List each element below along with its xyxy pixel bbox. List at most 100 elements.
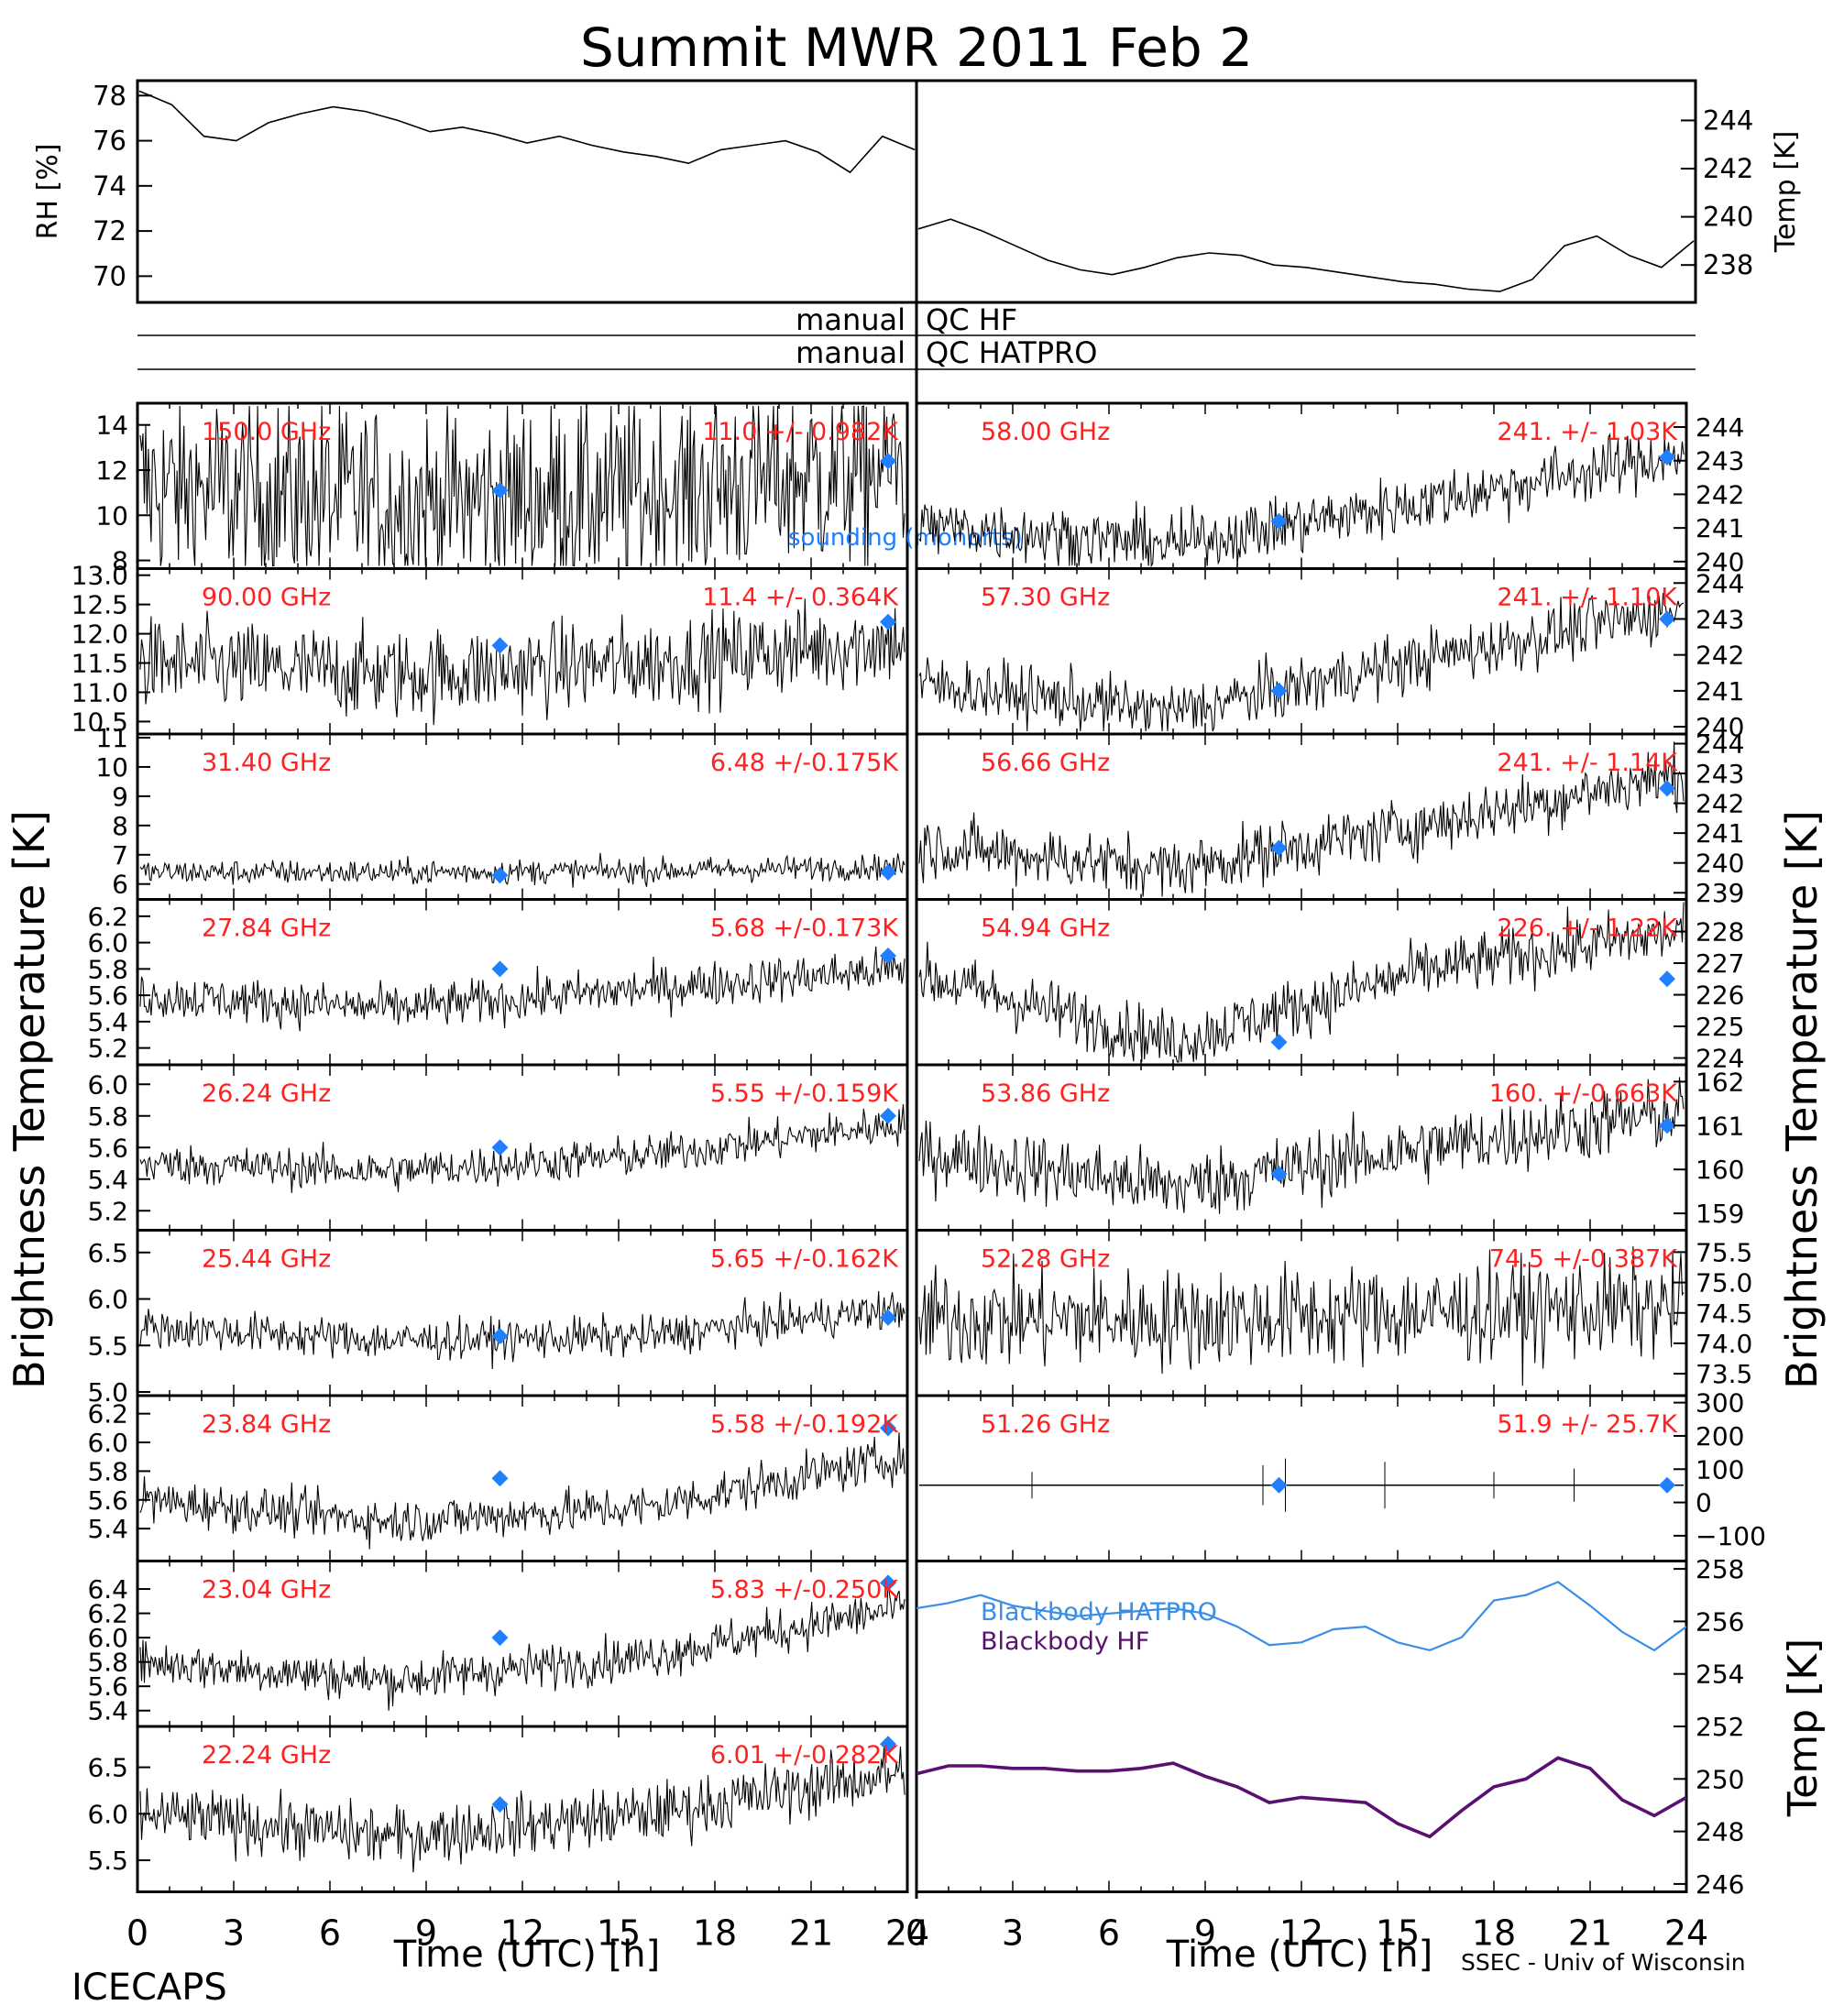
stats-label: 5.58 +/-0.192K [710, 1410, 899, 1439]
y-tick-label: 200 [1696, 1421, 1744, 1452]
sounding-marker [880, 1736, 896, 1753]
sounding-marker [1270, 839, 1288, 857]
y-tick-label: 241 [1696, 818, 1744, 849]
sounding-marker [880, 613, 896, 630]
x-tick-label: 9 [1194, 1913, 1216, 1954]
sounding-marker [491, 1328, 509, 1345]
sounding-marker [1659, 780, 1675, 797]
brightness-series [918, 1077, 1685, 1214]
stats-label: 11.0 +/- 0.982K [702, 418, 899, 446]
sounding-marker [1659, 449, 1675, 466]
frequency-label: 31.40 GHz [202, 749, 331, 777]
sounding-marker [1659, 610, 1675, 628]
x-tick-label: 15 [597, 1913, 641, 1954]
rh-tick-label: 74 [93, 170, 126, 202]
y-tick-label: 13.0 [71, 561, 128, 591]
sounding-marker [1270, 512, 1288, 530]
bb-y-tick-label: 254 [1696, 1660, 1744, 1690]
rh-axis-label: RH [%] [32, 144, 64, 240]
y-tick-label: 6.0 [87, 1285, 128, 1315]
y-tick-label: 6.0 [87, 1069, 128, 1100]
y-tick-label: 74.5 [1696, 1298, 1752, 1329]
y-tick-label: 5.5 [87, 1331, 128, 1361]
y-tick-label: 240 [1696, 849, 1744, 879]
y-tick-label: 5.8 [87, 954, 128, 984]
brightness-panels: 150.0 GHz 11.0 +/- 0.982K sounding (monort… [71, 401, 1766, 1893]
y-tick-label: 240 [1696, 547, 1744, 577]
frequency-label: 54.94 GHz [981, 915, 1110, 943]
y-tick-label: 242 [1696, 789, 1744, 819]
y-tick-label: 0 [1696, 1488, 1712, 1518]
stats-label: 226. +/- 1.22K [1497, 915, 1678, 943]
panel-57-30-GHz: 57.30 GHz 241. +/- 1.10K 240 241 242 243 244 [915, 567, 1744, 742]
y-tick-label: 75.0 [1696, 1268, 1752, 1298]
stats-label: 5.55 +/-0.159K [710, 1079, 899, 1108]
bb-y-tick-label: 256 [1696, 1606, 1744, 1637]
y-tick-label: 5.6 [87, 1133, 128, 1163]
y-tick-label: 5.6 [87, 1485, 128, 1516]
x-tick-label: 15 [1376, 1913, 1420, 1954]
y-tick-label: 5.4 [87, 1696, 128, 1726]
met-lines: 70 72 74 76 78 238 240 242 244 [93, 80, 1753, 292]
brightness-series [139, 598, 906, 726]
y-tick-label: 160 [1696, 1155, 1744, 1185]
y-tick-label: 242 [1696, 479, 1744, 509]
y-tick-label: 6.0 [87, 928, 128, 959]
footer-right: SSEC - Univ of Wisconsin [1461, 1949, 1746, 1976]
qc-hf-left-label: manual [796, 302, 906, 337]
brightness-series [139, 1432, 906, 1550]
qc-hatpro-left-label: manual [796, 335, 906, 370]
y-tick-label: 240 [1696, 712, 1744, 742]
stats-label: 11.4 +/- 0.364K [702, 584, 899, 612]
x-tick-label: 6 [1098, 1913, 1120, 1954]
sounding-marker [880, 1107, 896, 1124]
y-tick-label: 5.0 [87, 1377, 128, 1408]
frequency-label: 90.00 GHz [202, 584, 331, 612]
bb-y-tick-label: 250 [1696, 1764, 1744, 1794]
frequency-label: 58.00 GHz [981, 418, 1110, 446]
y-tick-label: 5.4 [87, 1007, 128, 1037]
x-tick-label: 0 [906, 1913, 927, 1954]
stats-label: 51.9 +/- 25.7K [1497, 1410, 1678, 1439]
y-tick-label: 12 [95, 455, 128, 486]
sounding-marker [491, 867, 509, 884]
y-tick-label: 7 [112, 840, 128, 871]
panel-90-00-GHz: 90.00 GHz 11.4 +/- 0.364K 10.511.011.512.0… [71, 561, 909, 737]
sounding-marker [491, 482, 509, 499]
brightness-series [918, 741, 1685, 897]
x-tick-label: 0 [126, 1913, 148, 1954]
y-tick-label: 73.5 [1696, 1359, 1752, 1389]
panel-150-0-GHz: 150.0 GHz 11.0 +/- 0.982K sounding (monort… [95, 401, 1023, 576]
y-tick-label: 5.6 [87, 1671, 128, 1702]
y-tick-label: 243 [1696, 446, 1744, 477]
brightness-series [139, 1580, 906, 1711]
sounding-marker [1659, 1476, 1675, 1494]
y-tick-label: 244 [1696, 568, 1744, 598]
panel-56-66-GHz: 56.66 GHz 241. +/- 1.14K 23924024124224324… [915, 729, 1744, 908]
y-tick-label: 8 [112, 546, 128, 576]
brightness-series [139, 1745, 906, 1873]
y-tick-label: 14 [95, 411, 128, 441]
y-tick-label: 6.5 [87, 1753, 128, 1783]
rh-line [138, 90, 916, 174]
y-tick-label: 5.4 [87, 1514, 128, 1544]
y-tick-label: 10 [95, 500, 128, 531]
y-tick-label: 6.2 [87, 1599, 128, 1629]
sounding-marker [880, 948, 896, 964]
stats-label: 74.5 +/-0.387K [1489, 1245, 1678, 1274]
brightness-series [918, 1246, 1685, 1386]
temp-tick-label: 238 [1703, 249, 1753, 280]
y-tick-label: 159 [1696, 1199, 1744, 1229]
y-tick-label: 300 [1696, 1388, 1744, 1419]
brightness-series [139, 405, 906, 568]
x-tick-label: 21 [789, 1913, 833, 1954]
stats-label: 160. +/-0.663K [1489, 1079, 1678, 1108]
y-tick-label: 242 [1696, 641, 1744, 671]
stats-label: 241. +/- 1.03K [1497, 418, 1678, 446]
y-tick-label: 5.8 [87, 1648, 128, 1678]
sounding-marker [1270, 1476, 1288, 1494]
frequency-label: 23.84 GHz [202, 1410, 331, 1439]
rh-tick-label: 72 [93, 215, 126, 247]
sounding-note: sounding (monorts) [788, 524, 1023, 552]
